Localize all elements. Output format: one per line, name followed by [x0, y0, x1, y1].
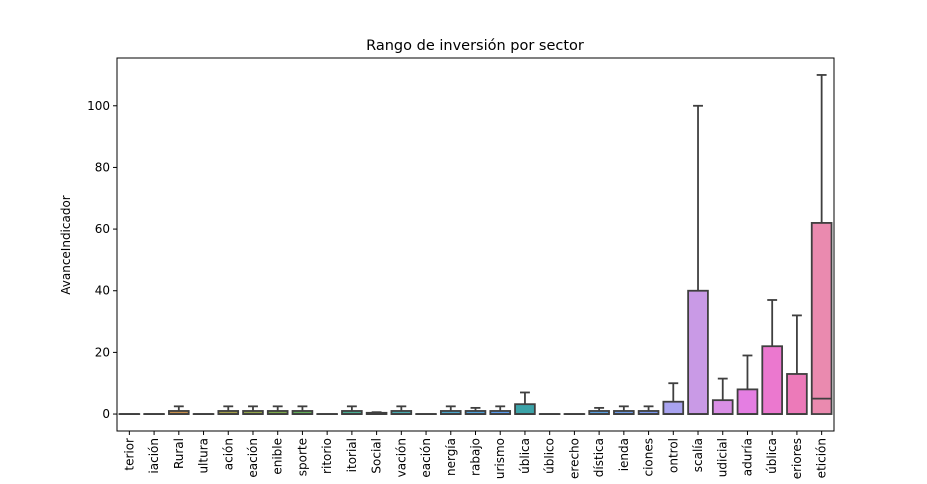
y-axis-label: AvanceIndicador — [59, 195, 73, 295]
x-tick-label: ultura — [197, 438, 211, 474]
x-tick-label: nergía — [444, 438, 458, 476]
x-tick-label: ritorio — [320, 438, 334, 474]
x-tick-label: urismo — [493, 438, 507, 479]
x-tick-label: vación — [394, 438, 408, 477]
x-tick-label: Rural — [172, 438, 186, 469]
y-tick-label: 0 — [102, 407, 110, 421]
x-tick-label: aduría — [740, 438, 754, 476]
x-tick-label: ública — [765, 438, 779, 474]
box-28 — [786, 373, 808, 415]
x-tick-label: itorial — [345, 438, 359, 472]
box-25 — [711, 399, 734, 415]
box-27 — [761, 345, 783, 415]
x-tick-label: scalía — [691, 438, 705, 472]
x-tick-label: ública — [518, 438, 532, 474]
y-tick-label: 60 — [95, 222, 110, 236]
x-tick-label: sporte — [295, 438, 309, 476]
y-tick-label: 80 — [95, 160, 110, 174]
box-17 — [514, 403, 536, 415]
y-tick-label: 100 — [87, 99, 110, 113]
x-tick-label: ación — [221, 438, 235, 470]
x-tick-label: erecho — [567, 438, 581, 479]
x-tick-label: udicial — [716, 438, 730, 477]
x-tick-label: enible — [271, 438, 285, 475]
x-tick-label: ontrol — [666, 438, 680, 473]
x-tick-label: eación — [419, 438, 433, 478]
x-tick-label: dística — [592, 438, 606, 477]
x-tick-label: ienda — [617, 438, 631, 471]
box-23 — [662, 400, 685, 415]
box-26 — [736, 388, 759, 415]
x-tick-label: etición — [815, 438, 829, 478]
x-tick-label: iación — [147, 438, 161, 474]
plot-area: 0 20 40 60 80 100 terior iación Rural ultura ación… — [87, 74, 833, 479]
y-tick-label: 40 — [95, 284, 110, 298]
x-tick-label: ciones — [642, 438, 656, 477]
box-24 — [687, 289, 709, 415]
x-tick-label: Social — [370, 438, 384, 474]
x-tick-label: terior — [122, 438, 136, 471]
chart-title: Rango de inversión por sector — [366, 38, 584, 54]
box-29 — [810, 222, 833, 415]
axes-frame — [116, 57, 835, 432]
x-tick-label: rabajo — [469, 438, 483, 476]
x-tick-label: eación — [246, 438, 260, 478]
x-tick-label: eriores — [790, 438, 804, 479]
x-tick-label: úblico — [543, 438, 557, 474]
y-tick-label: 20 — [95, 345, 110, 359]
